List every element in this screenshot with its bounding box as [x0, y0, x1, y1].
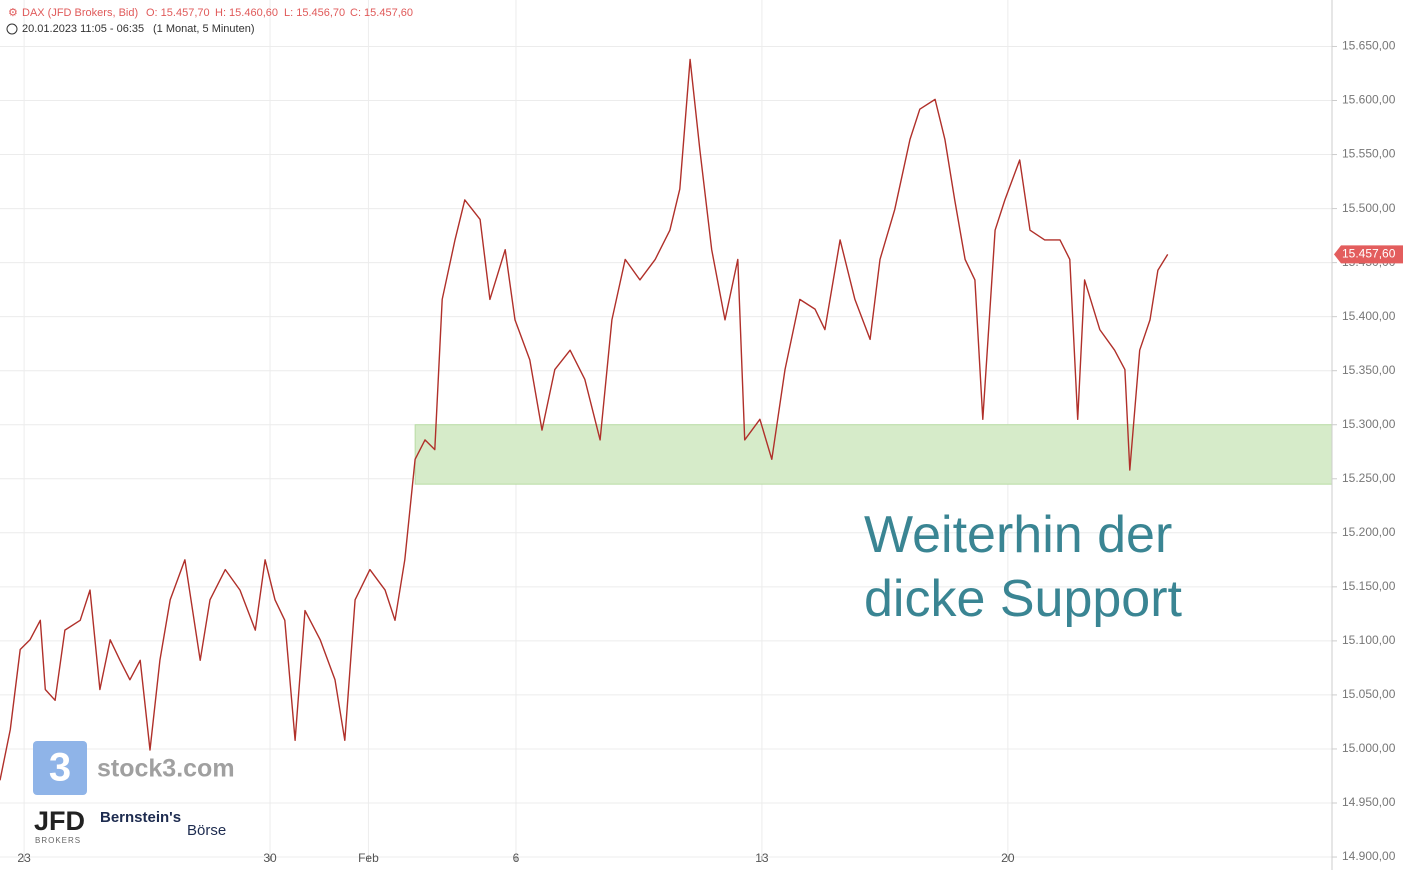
- y-tick-label: 15.100,00: [1342, 633, 1396, 647]
- period: (1 Monat, 5 Minuten): [153, 23, 255, 35]
- x-tick-label: 20: [1001, 851, 1015, 865]
- x-tick-label: Feb: [358, 851, 379, 865]
- y-tick-label: 15.000,00: [1342, 741, 1396, 755]
- logos: 3 stock3.com JFD BROKERS Bernstein's Bör…: [33, 741, 235, 845]
- y-tick-label: 15.600,00: [1342, 93, 1396, 107]
- plot: [0, 58, 1169, 781]
- stock3-icon: 3: [49, 746, 71, 790]
- stock3-icon-bg: [33, 741, 87, 795]
- y-tick-label: 15.350,00: [1342, 363, 1396, 377]
- jfd-logo: JFD: [34, 806, 85, 836]
- low: L: 15.456,70: [284, 7, 345, 19]
- y-tick-label: 15.650,00: [1342, 39, 1396, 53]
- open: O: 15.457,70: [146, 7, 210, 19]
- y-tick-label: 15.200,00: [1342, 525, 1396, 539]
- last-price-label: 15.457,60: [1342, 247, 1396, 261]
- high: H: 15.460,60: [215, 7, 278, 19]
- last-price-tag: [1334, 245, 1403, 264]
- y-tick-label: 15.400,00: [1342, 309, 1396, 323]
- header-icon: ⚙: [8, 7, 18, 19]
- annotation: dicke Support: [864, 570, 1183, 628]
- stock3-text: stock3.com: [97, 755, 235, 783]
- y-tick-label: 15.150,00: [1342, 579, 1396, 593]
- annotation: Weiterhin der: [864, 506, 1172, 564]
- x-tick-label: 6: [513, 851, 520, 865]
- clock-icon: [6, 23, 18, 35]
- y-tick-label: 15.050,00: [1342, 687, 1396, 701]
- close: C: 15.457,60: [350, 7, 413, 19]
- x-tick-label: 23: [17, 851, 31, 865]
- boerse: Börse: [187, 822, 226, 839]
- y-tick-label: 15.550,00: [1342, 147, 1396, 161]
- instrument: DAX (JFD Brokers, Bid): [22, 7, 138, 19]
- x-tick-label: 13: [755, 851, 769, 865]
- price-line: [0, 58, 1169, 781]
- y-tick-label: 15.250,00: [1342, 471, 1396, 485]
- support-zone: [414, 424, 1333, 485]
- x-tick-label: 30: [263, 851, 277, 865]
- y-tick-label: 14.900,00: [1342, 849, 1396, 863]
- y-tick-label: 15.500,00: [1342, 201, 1396, 215]
- header: ⚙ DAX (JFD Brokers, Bid) O: 15.457,70 H:…: [6, 7, 413, 35]
- bernstein: Bernstein's: [100, 809, 181, 826]
- time-range: 20.01.2023 11:05 - 06:35: [22, 23, 144, 35]
- y-tick-label: 14.950,00: [1342, 795, 1396, 809]
- jfd-sub: BROKERS: [35, 836, 81, 845]
- y-tick-label: 15.300,00: [1342, 417, 1396, 431]
- support-zone-layer: [414, 424, 1333, 485]
